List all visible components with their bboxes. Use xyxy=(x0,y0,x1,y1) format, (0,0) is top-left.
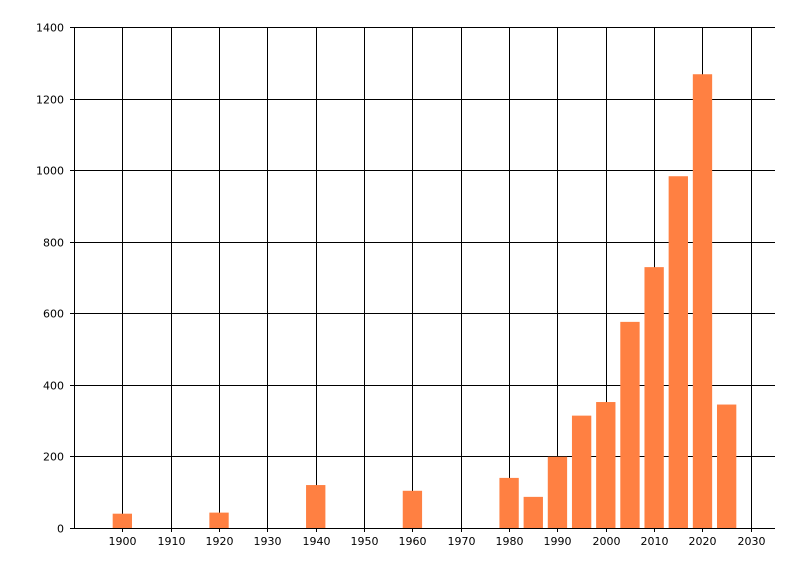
y-tick-label: 400 xyxy=(43,380,64,393)
x-tick-label: 2020 xyxy=(689,535,717,548)
y-tick-label: 200 xyxy=(43,451,64,464)
y-tick-label: 1400 xyxy=(36,22,64,35)
x-tick-label: 1990 xyxy=(544,535,572,548)
bars xyxy=(112,74,737,528)
y-tick-label: 1000 xyxy=(36,165,64,178)
axes xyxy=(74,27,775,529)
x-tick-label: 1900 xyxy=(109,535,137,548)
y-tick-label: 800 xyxy=(43,237,64,250)
x-tick-label: 2030 xyxy=(738,535,766,548)
bar-2015 xyxy=(668,176,688,528)
bar-1920 xyxy=(209,512,229,528)
y-tick-labels: 0 200 400 600 800 1000 1200 1400 xyxy=(36,22,64,536)
x-tick-label: 1950 xyxy=(351,535,379,548)
bar-1940 xyxy=(306,485,326,528)
x-tick-label: 2000 xyxy=(593,535,621,548)
x-tick-label: 1930 xyxy=(254,535,282,548)
bar-1900 xyxy=(112,513,133,528)
bar-2010 xyxy=(644,267,664,528)
y-tick-label: 1200 xyxy=(36,94,64,107)
x-tick-label: 1980 xyxy=(496,535,524,548)
bar-2020 xyxy=(692,74,713,528)
x-tick-label: 1970 xyxy=(448,535,476,548)
y-tick-label: 0 xyxy=(57,523,64,536)
x-tick-label: 1920 xyxy=(206,535,234,548)
x-tick-labels: 1900 1910 1920 1930 1940 1950 1960 1970 1980 1990… xyxy=(109,535,766,548)
bar-1990 xyxy=(547,456,568,528)
bar-2025 xyxy=(716,404,737,528)
x-tick-label: 2010 xyxy=(641,535,669,548)
x-tick-label: 1960 xyxy=(399,535,427,548)
bar-2000 xyxy=(596,402,616,528)
x-tick-label: 1940 xyxy=(303,535,331,548)
y-tick-label: 600 xyxy=(43,308,64,321)
bar-2005 xyxy=(620,321,640,528)
bar-1995 xyxy=(571,415,592,528)
bar-1985 xyxy=(523,496,543,528)
x-tick-label: 1910 xyxy=(158,535,186,548)
bar-1960 xyxy=(402,490,423,528)
bar-1980 xyxy=(499,477,519,528)
